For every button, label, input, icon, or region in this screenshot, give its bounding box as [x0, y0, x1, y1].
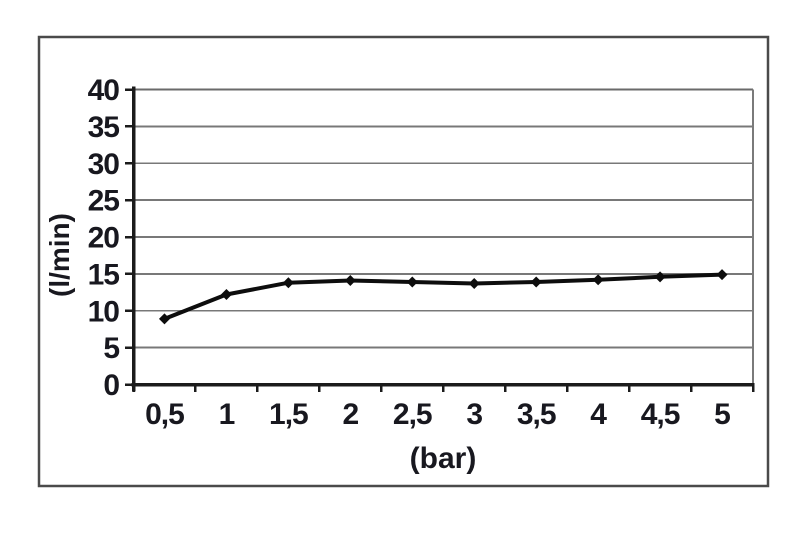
gridlines-group [133, 88, 754, 385]
axes-group [125, 86, 755, 392]
x-tick-label: 3,5 [517, 398, 556, 431]
y-tick-label: 10 [88, 295, 120, 328]
chart-frame [37, 35, 770, 488]
series-marker [282, 277, 294, 289]
x-tick-label: 2 [342, 398, 358, 431]
x-tick-label: 0,5 [145, 398, 184, 431]
series-marker [344, 275, 356, 287]
series-marker [468, 277, 480, 289]
series-marker [592, 274, 604, 286]
y-tick-label: 35 [88, 111, 120, 144]
y-tick-label: 5 [103, 332, 119, 365]
series-line [162, 272, 724, 321]
x-tick-label: 5 [714, 398, 730, 431]
y-tick-label: 0 [103, 369, 119, 402]
x-tick-label: 3 [466, 398, 482, 431]
series-marker [716, 269, 728, 281]
y-tick-label: 15 [88, 258, 120, 291]
series-marker [654, 271, 666, 283]
series-group [158, 269, 728, 325]
x-tick-label: 4 [590, 398, 607, 431]
series-marker [530, 276, 542, 288]
x-axis-title: (bar) [410, 442, 477, 475]
x-tick-label: 2,5 [393, 398, 432, 431]
y-tick-label: 25 [88, 185, 120, 218]
y-tick-label: 20 [88, 222, 120, 255]
series-marker [406, 276, 418, 288]
series-marker [220, 289, 232, 301]
y-tick-label: 40 [88, 74, 120, 107]
x-tick-label: 1,5 [269, 398, 308, 431]
y-axis-title: (l/min) [44, 213, 75, 297]
series-marker [158, 313, 170, 325]
x-tick-label: 1 [219, 398, 235, 431]
x-tick-label: 4,5 [641, 398, 680, 431]
y-tick-label: 30 [88, 148, 120, 181]
